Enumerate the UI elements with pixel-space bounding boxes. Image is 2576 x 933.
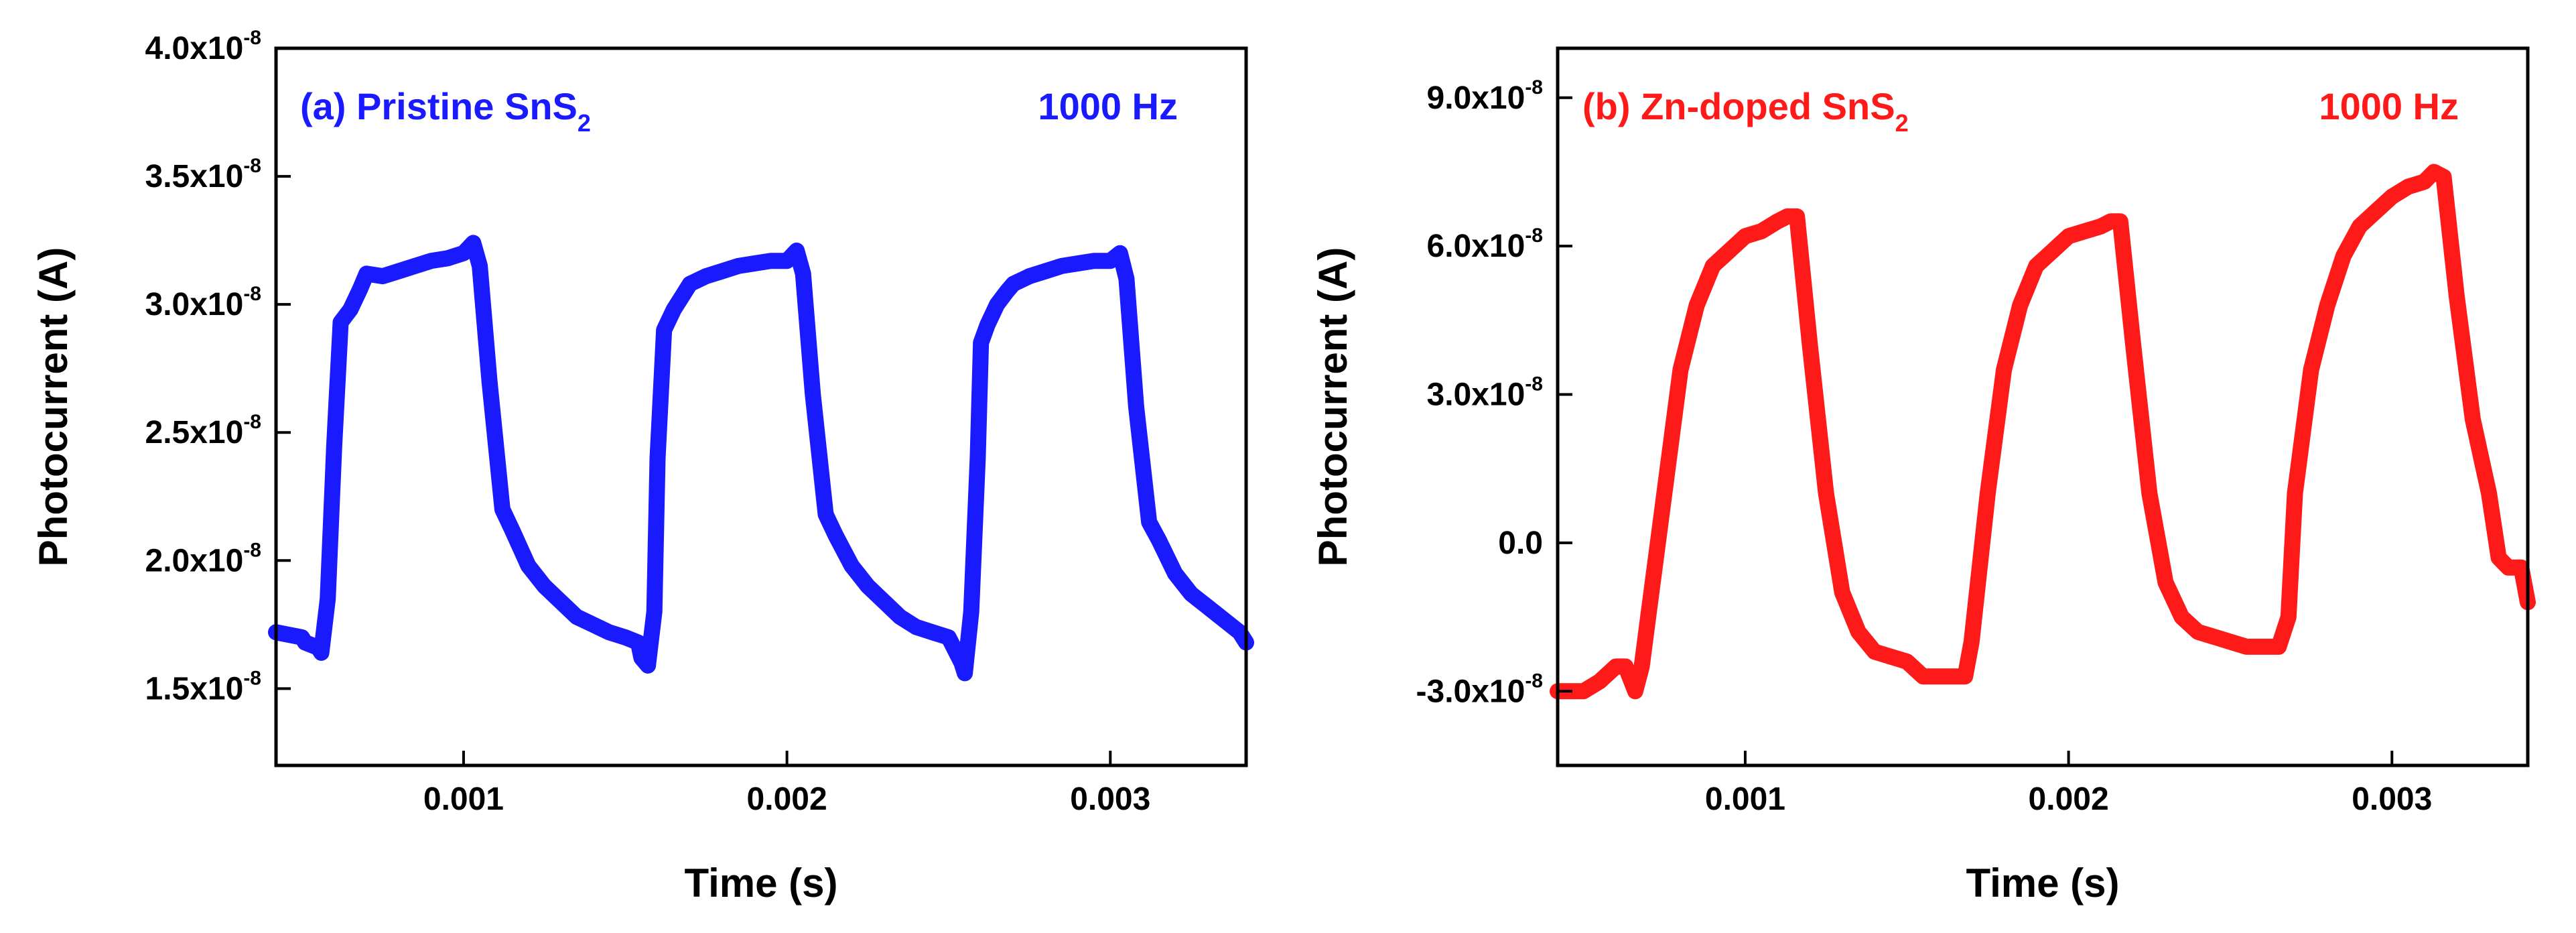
panel-a-y-tick-labels: 1.5x10-8 2.0x10-8 2.5x10-8 3.0x10-8 3.5x10-8… [145, 27, 262, 706]
panel-a-title-subscript: 2 [578, 109, 591, 137]
panel-b-title: (b) Zn-doped SnS2 [1582, 85, 1909, 137]
panel-a-series-layer [268, 235, 1254, 682]
panel-a-x-tick-label-2: 0.003 [1070, 782, 1150, 817]
panel-a-title-text: (a) Pristine SnS [300, 85, 578, 127]
panel-a-y-tick-label-4: 3.5x10-8 [145, 155, 262, 194]
panel-a-x-axis-title: Time (s) [685, 861, 838, 906]
panel-b-y-tick-label-2: 3.0x10-8 [1427, 373, 1544, 413]
panel-a-y-axis-title: Photocurrent (A) [31, 247, 76, 567]
panel-b-x-tick-label-2: 0.003 [2352, 782, 2432, 817]
panel-b-y-tick-label-1: 0.0 [1498, 525, 1543, 561]
panel-a-y-tick-label-3: 3.0x10-8 [145, 283, 262, 322]
panel-b-y-tick-label-0: -3.0x10-8 [1416, 670, 1543, 709]
panel-b-series-line-0 [1550, 164, 2536, 700]
panel-a-frequency-label: 1000 Hz [1038, 85, 1178, 127]
panel-b-zn-doped-sns2: -3.0x10-8 0.0 3.0x10-8 6.0x10-8 9.0x10-8 0.0… [1310, 46, 2536, 906]
panel-b-y-tick-label-4: 9.0x10-8 [1427, 76, 1544, 116]
panel-b-ticks [1558, 96, 2394, 765]
panel-a-y-tick-label-1: 2.0x10-8 [145, 539, 262, 578]
panel-b-plot-frame [1556, 46, 2530, 767]
panel-a-x-tick-label-1: 0.002 [747, 782, 827, 817]
panel-a-title: (a) Pristine SnS2 [300, 85, 591, 137]
panel-b-y-axis-title: Photocurrent (A) [1310, 247, 1355, 567]
panel-b-x-tick-labels: 0.001 0.002 0.003 [1705, 782, 2432, 817]
panel-b-y-tick-labels: -3.0x10-8 0.0 3.0x10-8 6.0x10-8 9.0x10-8 [1416, 76, 1543, 710]
panel-b-y-tick-label-3: 6.0x10-8 [1427, 225, 1544, 264]
panel-b-frequency-label: 1000 Hz [2319, 85, 2459, 127]
panel-b-x-tick-label-1: 0.002 [2029, 782, 2109, 817]
panel-a-pristine-sns2: 1.5x10-8 2.0x10-8 2.5x10-8 3.0x10-8 3.5x10-8… [31, 27, 1254, 906]
panel-a-y-tick-label-2: 2.5x10-8 [145, 411, 262, 450]
panel-b-x-axis-title: Time (s) [1966, 861, 2120, 906]
panel-a-ticks [276, 47, 1112, 765]
panel-b-title-subscript: 2 [1895, 109, 1909, 137]
panel-a-plot-frame [274, 46, 1248, 767]
panel-b-title-text: (b) Zn-doped SnS [1582, 85, 1895, 127]
panel-a-y-tick-label-5: 4.0x10-8 [145, 27, 262, 66]
panel-a-series-line-0 [268, 235, 1254, 682]
panel-b-x-tick-label-0: 0.001 [1705, 782, 1785, 817]
panel-a-y-tick-label-0: 1.5x10-8 [145, 667, 262, 706]
panel-a-x-tick-label-0: 0.001 [423, 782, 504, 817]
panel-a-x-tick-labels: 0.001 0.002 0.003 [423, 782, 1150, 817]
panel-b-series-layer [1550, 164, 2536, 700]
